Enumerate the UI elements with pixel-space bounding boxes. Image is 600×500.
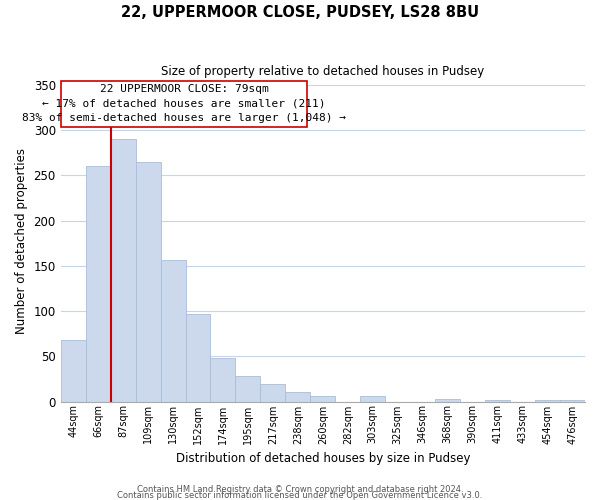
Text: 22 UPPERMOOR CLOSE: 79sqm: 22 UPPERMOOR CLOSE: 79sqm (100, 84, 268, 94)
Text: Contains HM Land Registry data © Crown copyright and database right 2024.: Contains HM Land Registry data © Crown c… (137, 484, 463, 494)
Bar (560, 400, 585, 402)
Y-axis label: Number of detached properties: Number of detached properties (15, 148, 28, 334)
Bar (535, 400, 560, 402)
Bar (435, 399, 460, 402)
Bar (286, 392, 310, 402)
X-axis label: Distribution of detached houses by size in Pudsey: Distribution of detached houses by size … (176, 452, 470, 465)
Title: Size of property relative to detached houses in Pudsey: Size of property relative to detached ho… (161, 65, 484, 78)
Bar (260, 384, 286, 402)
Bar (185, 314, 211, 402)
Bar (235, 376, 260, 402)
Text: Contains public sector information licensed under the Open Government Licence v3: Contains public sector information licen… (118, 492, 482, 500)
Bar (310, 396, 335, 402)
Bar (136, 162, 161, 402)
Bar (360, 396, 385, 402)
Bar (61, 340, 86, 402)
Bar (211, 358, 235, 402)
Bar (161, 260, 185, 402)
Bar (485, 400, 510, 402)
Bar (86, 166, 110, 402)
Text: 22, UPPERMOOR CLOSE, PUDSEY, LS28 8BU: 22, UPPERMOOR CLOSE, PUDSEY, LS28 8BU (121, 5, 479, 20)
FancyBboxPatch shape (61, 80, 307, 127)
Bar (110, 140, 136, 402)
Text: ← 17% of detached houses are smaller (211): ← 17% of detached houses are smaller (21… (42, 99, 326, 109)
Text: 83% of semi-detached houses are larger (1,048) →: 83% of semi-detached houses are larger (… (22, 114, 346, 124)
